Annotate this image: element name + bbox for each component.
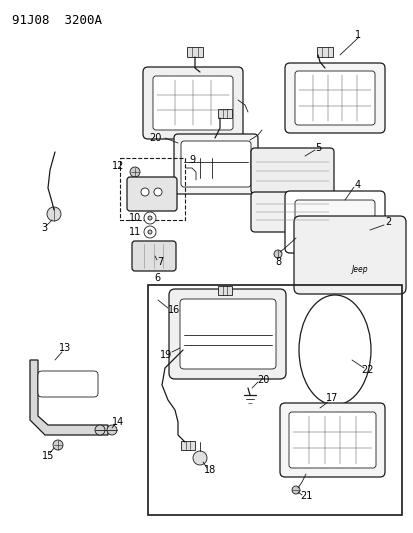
- Text: 1: 1: [354, 30, 360, 40]
- FancyBboxPatch shape: [173, 134, 257, 194]
- Circle shape: [291, 486, 299, 494]
- Text: 17: 17: [325, 393, 337, 403]
- Circle shape: [144, 212, 156, 224]
- FancyBboxPatch shape: [127, 177, 177, 211]
- Text: 6: 6: [154, 273, 160, 283]
- Text: 12: 12: [112, 161, 124, 171]
- Bar: [218, 109, 231, 117]
- Text: 20: 20: [256, 375, 268, 385]
- FancyBboxPatch shape: [153, 76, 233, 130]
- Text: 18: 18: [203, 465, 216, 475]
- Circle shape: [273, 250, 281, 258]
- FancyBboxPatch shape: [284, 63, 384, 133]
- Text: 7: 7: [157, 257, 163, 267]
- Text: 9: 9: [188, 155, 195, 165]
- Text: Jeep: Jeep: [351, 265, 368, 274]
- FancyBboxPatch shape: [38, 371, 98, 397]
- Text: 10: 10: [128, 213, 141, 223]
- Bar: [147, 285, 401, 515]
- FancyBboxPatch shape: [284, 191, 384, 253]
- Text: 15: 15: [42, 451, 54, 461]
- Text: 20: 20: [148, 133, 161, 143]
- Circle shape: [144, 226, 156, 238]
- Text: 8: 8: [274, 257, 280, 267]
- FancyBboxPatch shape: [180, 141, 250, 187]
- Bar: [187, 47, 202, 57]
- Bar: [218, 286, 231, 295]
- FancyBboxPatch shape: [279, 403, 384, 477]
- Text: 4: 4: [354, 180, 360, 190]
- Circle shape: [147, 230, 152, 234]
- Text: 3: 3: [41, 223, 47, 233]
- Bar: [180, 441, 195, 450]
- Circle shape: [47, 207, 61, 221]
- FancyBboxPatch shape: [132, 241, 176, 271]
- Text: 14: 14: [112, 417, 124, 427]
- FancyBboxPatch shape: [293, 216, 405, 294]
- FancyBboxPatch shape: [169, 289, 285, 379]
- Text: 19: 19: [159, 350, 172, 360]
- Circle shape: [192, 451, 206, 465]
- Circle shape: [95, 425, 105, 435]
- Text: 2: 2: [384, 217, 390, 227]
- FancyBboxPatch shape: [294, 200, 374, 244]
- Text: 16: 16: [167, 305, 180, 315]
- Text: 21: 21: [299, 491, 311, 501]
- Text: 22: 22: [361, 365, 373, 375]
- FancyBboxPatch shape: [250, 148, 333, 194]
- Text: 13: 13: [59, 343, 71, 353]
- FancyBboxPatch shape: [142, 67, 242, 139]
- Circle shape: [53, 440, 63, 450]
- FancyBboxPatch shape: [294, 71, 374, 125]
- Bar: [120, 158, 185, 220]
- Circle shape: [141, 188, 149, 196]
- Bar: [316, 47, 332, 57]
- Circle shape: [147, 216, 152, 220]
- Polygon shape: [30, 360, 108, 435]
- Text: 91J08  3200A: 91J08 3200A: [12, 14, 102, 27]
- FancyBboxPatch shape: [288, 412, 375, 468]
- Text: 11: 11: [128, 227, 141, 237]
- Circle shape: [130, 167, 140, 177]
- FancyBboxPatch shape: [250, 192, 333, 232]
- Circle shape: [107, 425, 117, 435]
- FancyBboxPatch shape: [180, 299, 275, 369]
- Text: 5: 5: [314, 143, 320, 153]
- Circle shape: [154, 188, 161, 196]
